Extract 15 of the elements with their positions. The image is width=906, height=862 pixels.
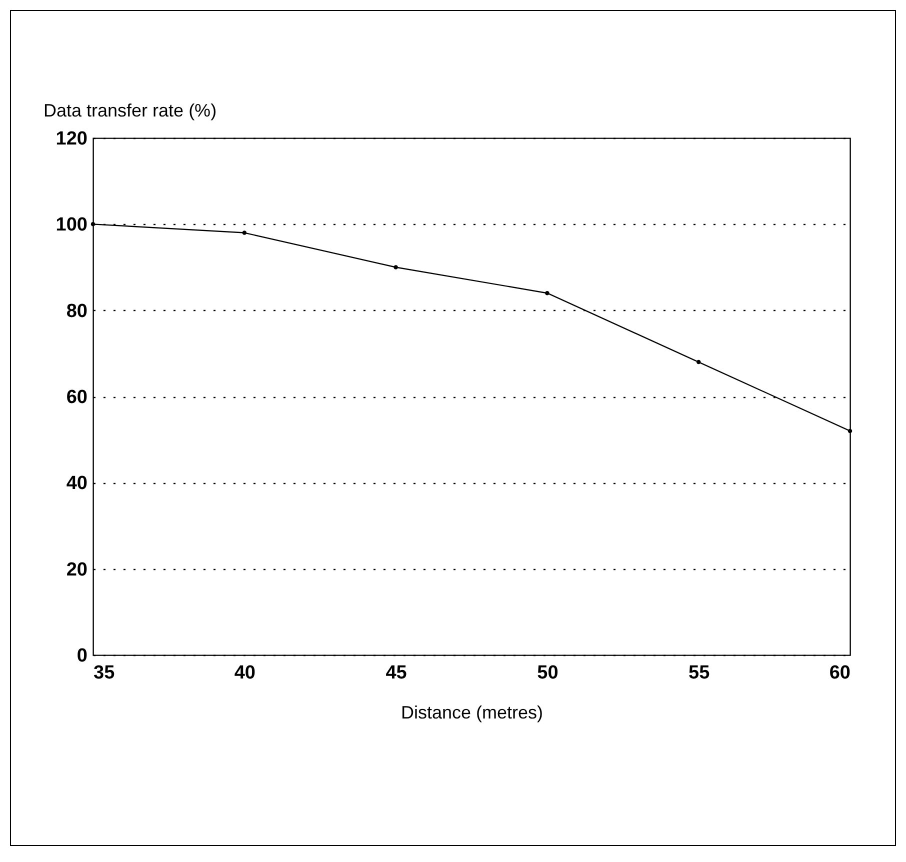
y-axis-title: Data transfer rate (%): [44, 100, 217, 120]
x-axis-title: Distance (metres): [400, 702, 544, 722]
y-tick-label: 0: [76, 646, 88, 666]
y-tick-label: 120: [56, 128, 88, 150]
x-tick-label: 50: [537, 662, 558, 684]
x-tick-label: 40: [234, 662, 256, 684]
x-tick-label: 45: [386, 662, 408, 684]
y-tick-label: 20: [66, 559, 88, 580]
x-tick-label: 35: [94, 662, 116, 684]
x-tick-label: 60: [829, 662, 850, 684]
y-tick-label: 60: [66, 387, 88, 408]
y-tick-label: 40: [66, 473, 88, 494]
y-tick-label: 80: [66, 300, 88, 322]
x-tick-label: 55: [688, 662, 710, 684]
y-tick-label: 100: [56, 214, 88, 236]
